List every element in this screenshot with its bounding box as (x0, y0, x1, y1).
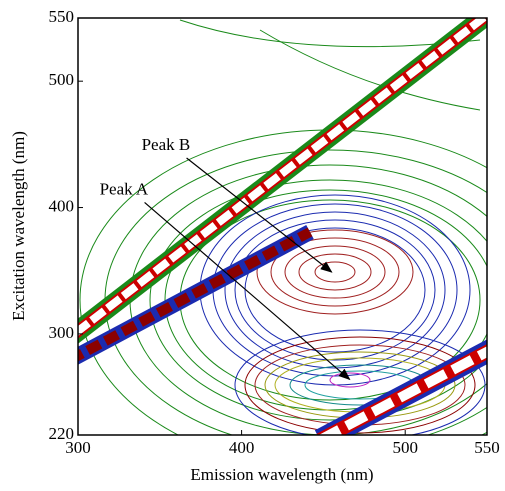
annotation-arrow (144, 201, 351, 381)
x-tick-label: 400 (229, 438, 255, 457)
x-tick-label: 550 (474, 438, 500, 457)
x-axis-label: Emission wavelength (nm) (190, 465, 373, 484)
y-tick-label: 500 (49, 70, 75, 89)
y-axis-label: Excitation wavelength (nm) (9, 131, 28, 321)
y-tick-label: 300 (49, 323, 75, 342)
annotation-label: Peak A (100, 179, 149, 198)
y-tick-label: 550 (49, 7, 75, 26)
x-tick-label: 300 (65, 438, 91, 457)
annotation-label: Peak B (142, 135, 191, 154)
x-tick-label: 500 (392, 438, 418, 457)
contour-field (78, 18, 487, 435)
plot-frame (77, 17, 488, 436)
annotation-arrow (186, 157, 333, 273)
y-tick-label: 400 (49, 196, 75, 215)
y-tick-label: 220 (49, 424, 75, 443)
